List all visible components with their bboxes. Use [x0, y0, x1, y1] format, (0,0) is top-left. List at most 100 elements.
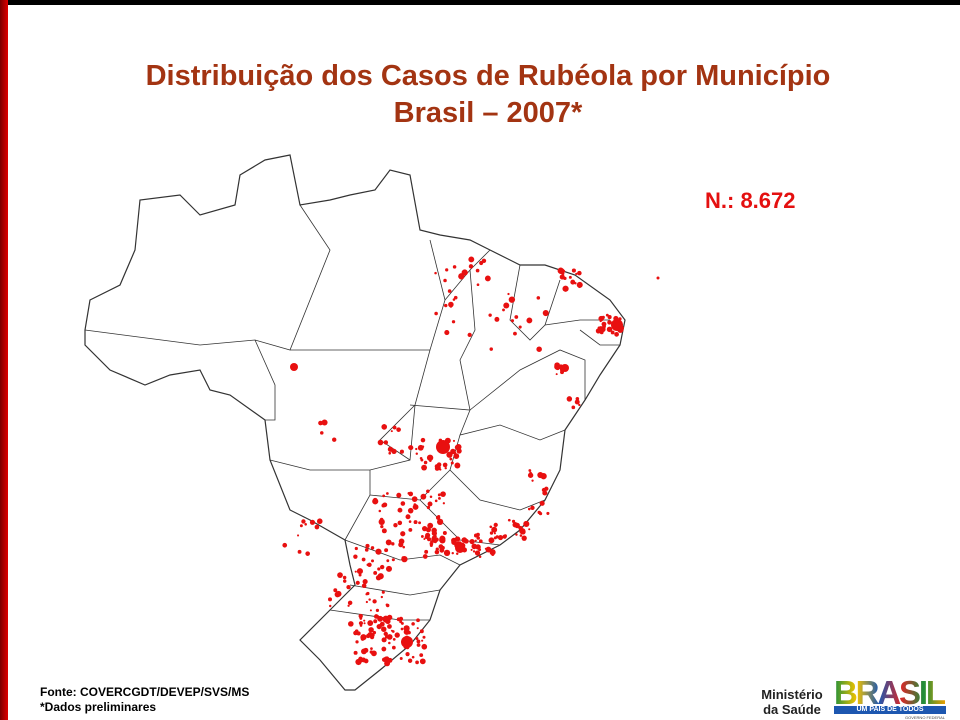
- case-dot: [420, 493, 427, 500]
- case-dot: [474, 539, 477, 542]
- case-dot: [444, 330, 450, 336]
- case-dot: [494, 316, 500, 322]
- case-dot: [333, 588, 338, 593]
- case-dot: [387, 614, 393, 621]
- title: Distribuição dos Casos de Rubéola por Mu…: [146, 60, 831, 92]
- case-dot: [335, 590, 342, 597]
- case-dot: [358, 621, 364, 626]
- case-dot: [347, 604, 350, 607]
- case-dot: [607, 315, 612, 320]
- case-dot: [407, 492, 411, 495]
- case-dot: [435, 515, 441, 520]
- case-dot: [467, 332, 472, 337]
- case-dot: [348, 621, 354, 627]
- case-dot: [320, 431, 324, 435]
- case-dot: [411, 496, 418, 503]
- case-dot: [401, 636, 413, 648]
- case-dot: [518, 525, 523, 531]
- case-dot: [599, 330, 604, 335]
- government: GOVERNO FEDERAL: [905, 715, 946, 720]
- case-dot: [375, 608, 380, 612]
- case-dot: [365, 543, 370, 549]
- case-dot: [415, 637, 419, 641]
- case-dot: [393, 523, 398, 528]
- case-dot: [396, 617, 401, 622]
- case-dot: [402, 545, 406, 549]
- case-dot: [511, 519, 516, 523]
- case-dot: [442, 531, 447, 535]
- case-dot: [454, 536, 461, 542]
- case-dot: [337, 572, 343, 579]
- case-dot: [356, 568, 363, 575]
- case-dot: [369, 633, 372, 636]
- case-dot: [385, 539, 392, 546]
- case-dot: [422, 554, 428, 559]
- case-dot: [485, 546, 492, 553]
- case-dot: [472, 550, 476, 553]
- left-edge: [0, 0, 8, 720]
- case-dot: [411, 622, 415, 626]
- case-dot: [470, 548, 473, 551]
- case-dot: [431, 527, 437, 534]
- total-label: N.: 8.672: [705, 188, 796, 213]
- case-dot: [491, 552, 495, 556]
- case-dot: [596, 329, 601, 334]
- case-dot: [327, 597, 333, 602]
- case-dots: [282, 256, 660, 667]
- case-dot: [365, 600, 368, 604]
- case-dot: [362, 579, 368, 585]
- case-dot: [372, 599, 377, 604]
- case-dot: [377, 439, 384, 446]
- case-dot: [488, 313, 492, 317]
- case-dot: [378, 518, 385, 525]
- case-dot: [453, 295, 458, 300]
- case-dot: [372, 498, 379, 505]
- case-dot: [383, 631, 388, 637]
- brazil-map: [84, 154, 660, 691]
- case-dot: [570, 279, 576, 285]
- case-dot: [527, 472, 534, 478]
- case-dot: [426, 454, 434, 461]
- case-dot: [610, 330, 615, 335]
- case-dot: [539, 500, 545, 506]
- case-dot: [443, 549, 451, 557]
- case-dot: [451, 539, 457, 545]
- case-dot: [435, 547, 439, 551]
- case-dot: [528, 528, 531, 531]
- case-dot: [368, 627, 374, 633]
- case-dot: [332, 437, 337, 442]
- case-dot: [452, 439, 456, 443]
- case-dot: [408, 520, 412, 523]
- case-dot: [420, 458, 424, 462]
- case-dot: [419, 629, 424, 634]
- case-dot: [447, 289, 452, 293]
- case-dot: [537, 510, 541, 515]
- case-dot: [449, 305, 453, 308]
- case-dot: [400, 621, 404, 625]
- case-dot: [493, 522, 498, 527]
- case-dot: [370, 647, 373, 650]
- case-dot: [562, 269, 566, 273]
- case-dot: [577, 270, 582, 276]
- case-dot: [568, 275, 572, 279]
- case-dot: [415, 660, 419, 665]
- case-dot: [416, 643, 421, 647]
- case-dot: [309, 519, 316, 525]
- case-dot: [378, 509, 382, 513]
- case-dot: [554, 362, 560, 369]
- case-dot: [541, 487, 547, 493]
- case-dot: [377, 573, 384, 580]
- case-dot: [475, 268, 480, 273]
- case-dot: [514, 315, 519, 319]
- case-dot: [531, 479, 534, 482]
- case-dot: [383, 440, 389, 445]
- case-dot: [478, 555, 482, 559]
- case-dot: [452, 298, 456, 301]
- case-dot: [363, 658, 369, 664]
- case-dot: [361, 583, 367, 589]
- case-dot: [356, 631, 361, 636]
- case-dot: [434, 537, 439, 542]
- case-dot: [371, 559, 374, 563]
- case-dot: [386, 492, 389, 495]
- slogan: UM PAÍS DE TODOS: [856, 704, 923, 713]
